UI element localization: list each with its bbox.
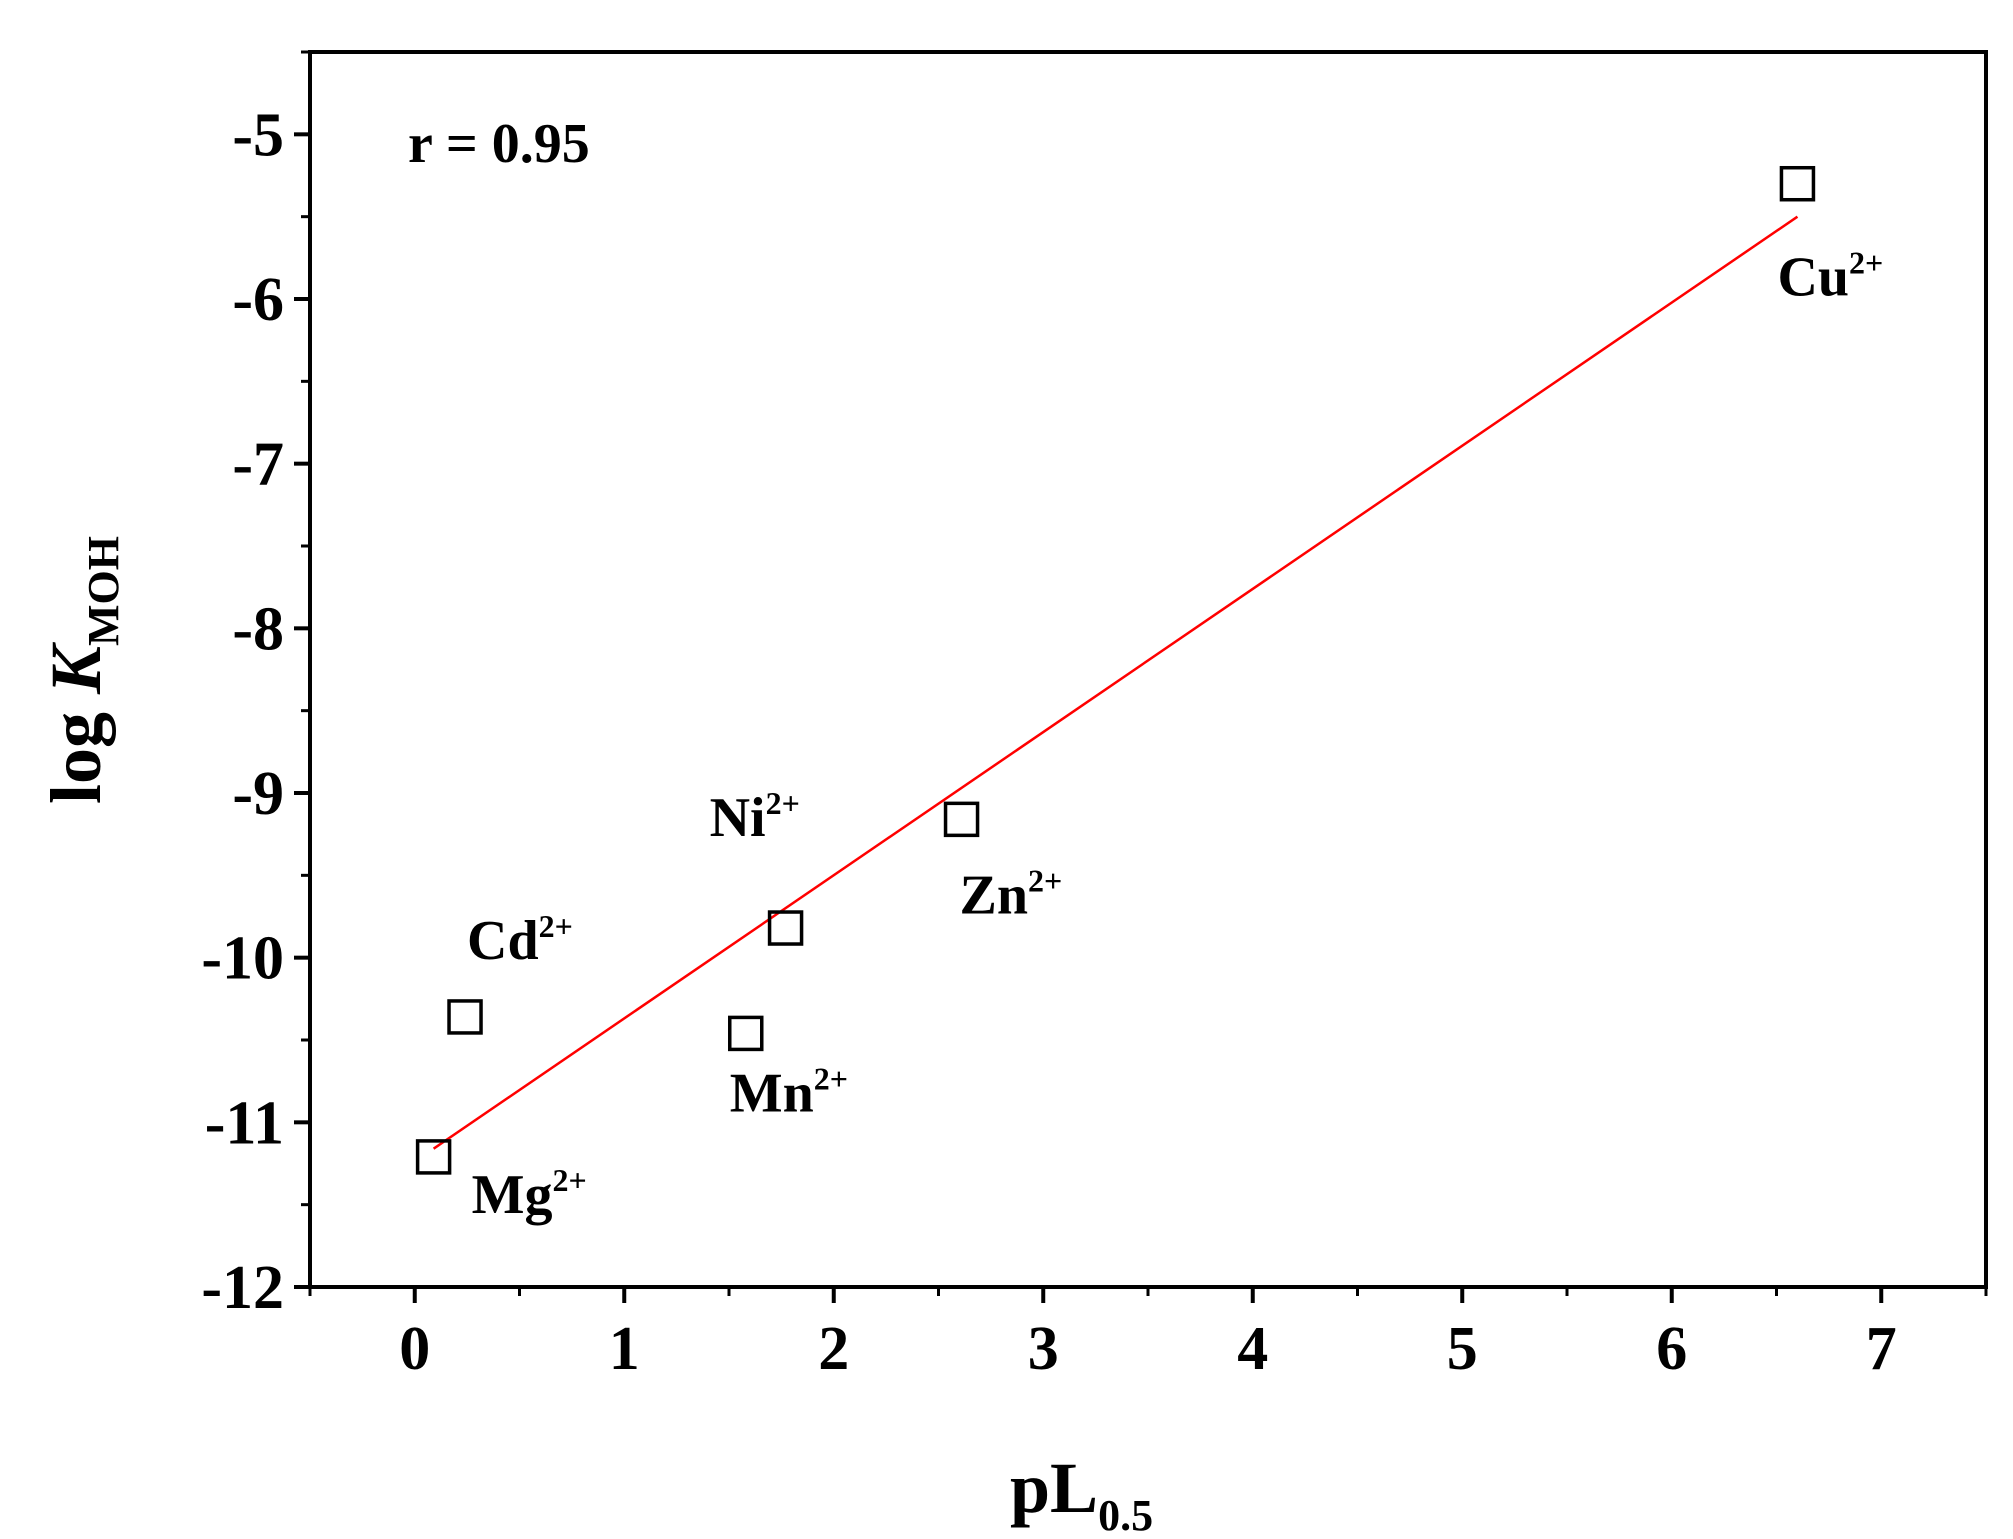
- x-tick-label: 1: [609, 1315, 640, 1383]
- y-tick-label: -5: [232, 101, 284, 169]
- data-point-cu: [1779, 165, 1816, 202]
- point-label-zn: Zn2+: [960, 862, 1063, 926]
- correlation-annotation: r = 0.95: [408, 113, 590, 175]
- point-labels: Mg2+ Cd2+ Mn2+ Ni2+ Zn2+ Cu2+: [467, 245, 1883, 1226]
- y-tick-label: -8: [232, 595, 284, 663]
- data-points: [415, 165, 1816, 1175]
- x-tick-label: 6: [1656, 1315, 1687, 1383]
- fit-line: [432, 215, 1799, 1150]
- point-label-mg: Mg2+: [472, 1162, 587, 1226]
- y-axis-ticks: -5 -6 -7 -8 -9 -10 -11 -12: [201, 50, 310, 1322]
- y-tick-label: -11: [205, 1089, 284, 1157]
- x-tick-label: 5: [1447, 1315, 1478, 1383]
- y-axis-title: log KMOH: [36, 536, 128, 804]
- x-axis-ticks: 0 1 2 3 4 5 6 7: [308, 1287, 1988, 1383]
- point-label-cu: Cu2+: [1777, 245, 1883, 309]
- point-label-cd: Cd2+: [467, 908, 573, 972]
- y-tick-label: -7: [232, 431, 284, 499]
- data-point-mn: [728, 1015, 764, 1052]
- x-tick-label: 4: [1237, 1315, 1268, 1383]
- data-point-cd: [447, 999, 483, 1035]
- y-tick-label: -6: [232, 266, 284, 334]
- x-tick-label: 7: [1866, 1315, 1897, 1383]
- x-tick-label: 0: [399, 1315, 430, 1383]
- fit-line-group: [432, 215, 1799, 1150]
- y-tick-label: -10: [201, 925, 284, 993]
- x-tick-label: 2: [818, 1315, 849, 1383]
- x-axis-title: pL0.5: [1010, 1448, 1153, 1539]
- y-tick-label: -12: [201, 1254, 284, 1322]
- point-label-mn: Mn2+: [730, 1060, 848, 1124]
- data-point-mg: [415, 1139, 452, 1175]
- point-label-ni: Ni2+: [710, 785, 800, 849]
- data-point-ni: [767, 910, 804, 946]
- x-tick-label: 3: [1028, 1315, 1059, 1383]
- y-tick-label: -9: [232, 760, 284, 828]
- plot-frame: [308, 50, 1988, 1289]
- data-point-zn: [943, 801, 980, 838]
